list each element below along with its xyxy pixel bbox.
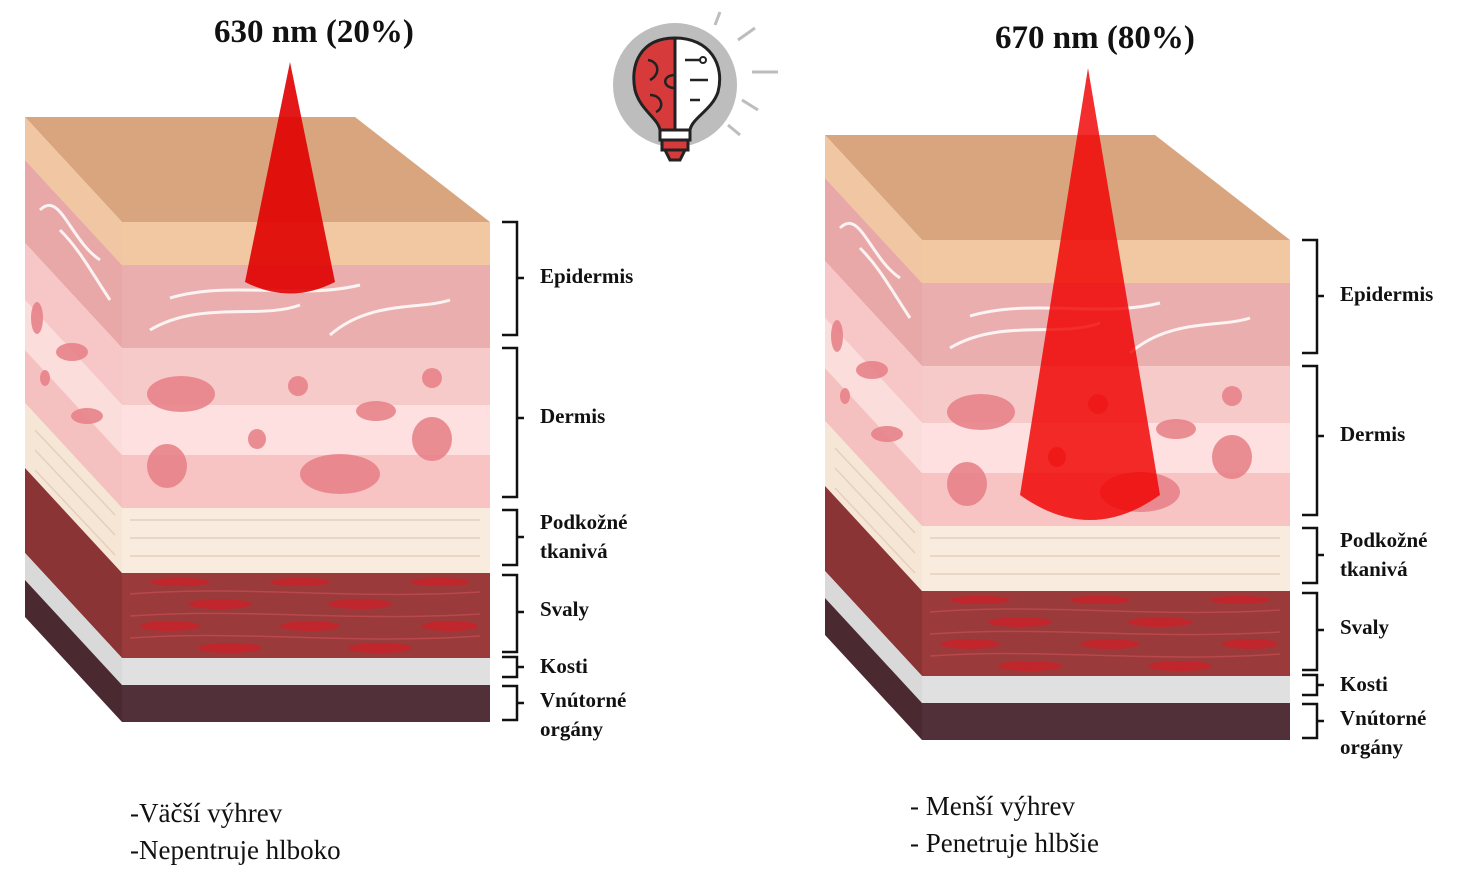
layer-label: Svaly xyxy=(540,597,590,621)
note: - Menší výhrev xyxy=(910,791,1075,821)
layer-label: Vnútorné orgány xyxy=(1340,706,1427,759)
note: -Nepentruje hlboko xyxy=(130,835,341,865)
layer-label: Epidermis xyxy=(540,264,634,288)
layer-label: Kosti xyxy=(540,654,588,678)
panel-title: 630 nm (20%) xyxy=(214,14,414,50)
panel-title: 670 nm (80%) xyxy=(995,20,1195,56)
layer-label: Dermis xyxy=(540,404,606,428)
layer-label: Dermis xyxy=(1340,422,1406,446)
light-beam xyxy=(245,62,335,294)
note: -Väčší výhrev xyxy=(130,798,283,828)
layer-label: Podkožné tkanivá xyxy=(1340,528,1428,581)
layer-label: Vnútorné orgány xyxy=(540,688,627,741)
brain-bulb-icon xyxy=(613,11,778,162)
note: - Penetruje hlbšie xyxy=(910,828,1099,858)
light-beam xyxy=(1020,68,1160,520)
layer-label: Podkožné tkanivá xyxy=(540,510,628,563)
layer-label: Kosti xyxy=(1340,672,1388,696)
layer-label: Svaly xyxy=(1340,615,1390,639)
layer-label: Epidermis xyxy=(1340,282,1434,306)
